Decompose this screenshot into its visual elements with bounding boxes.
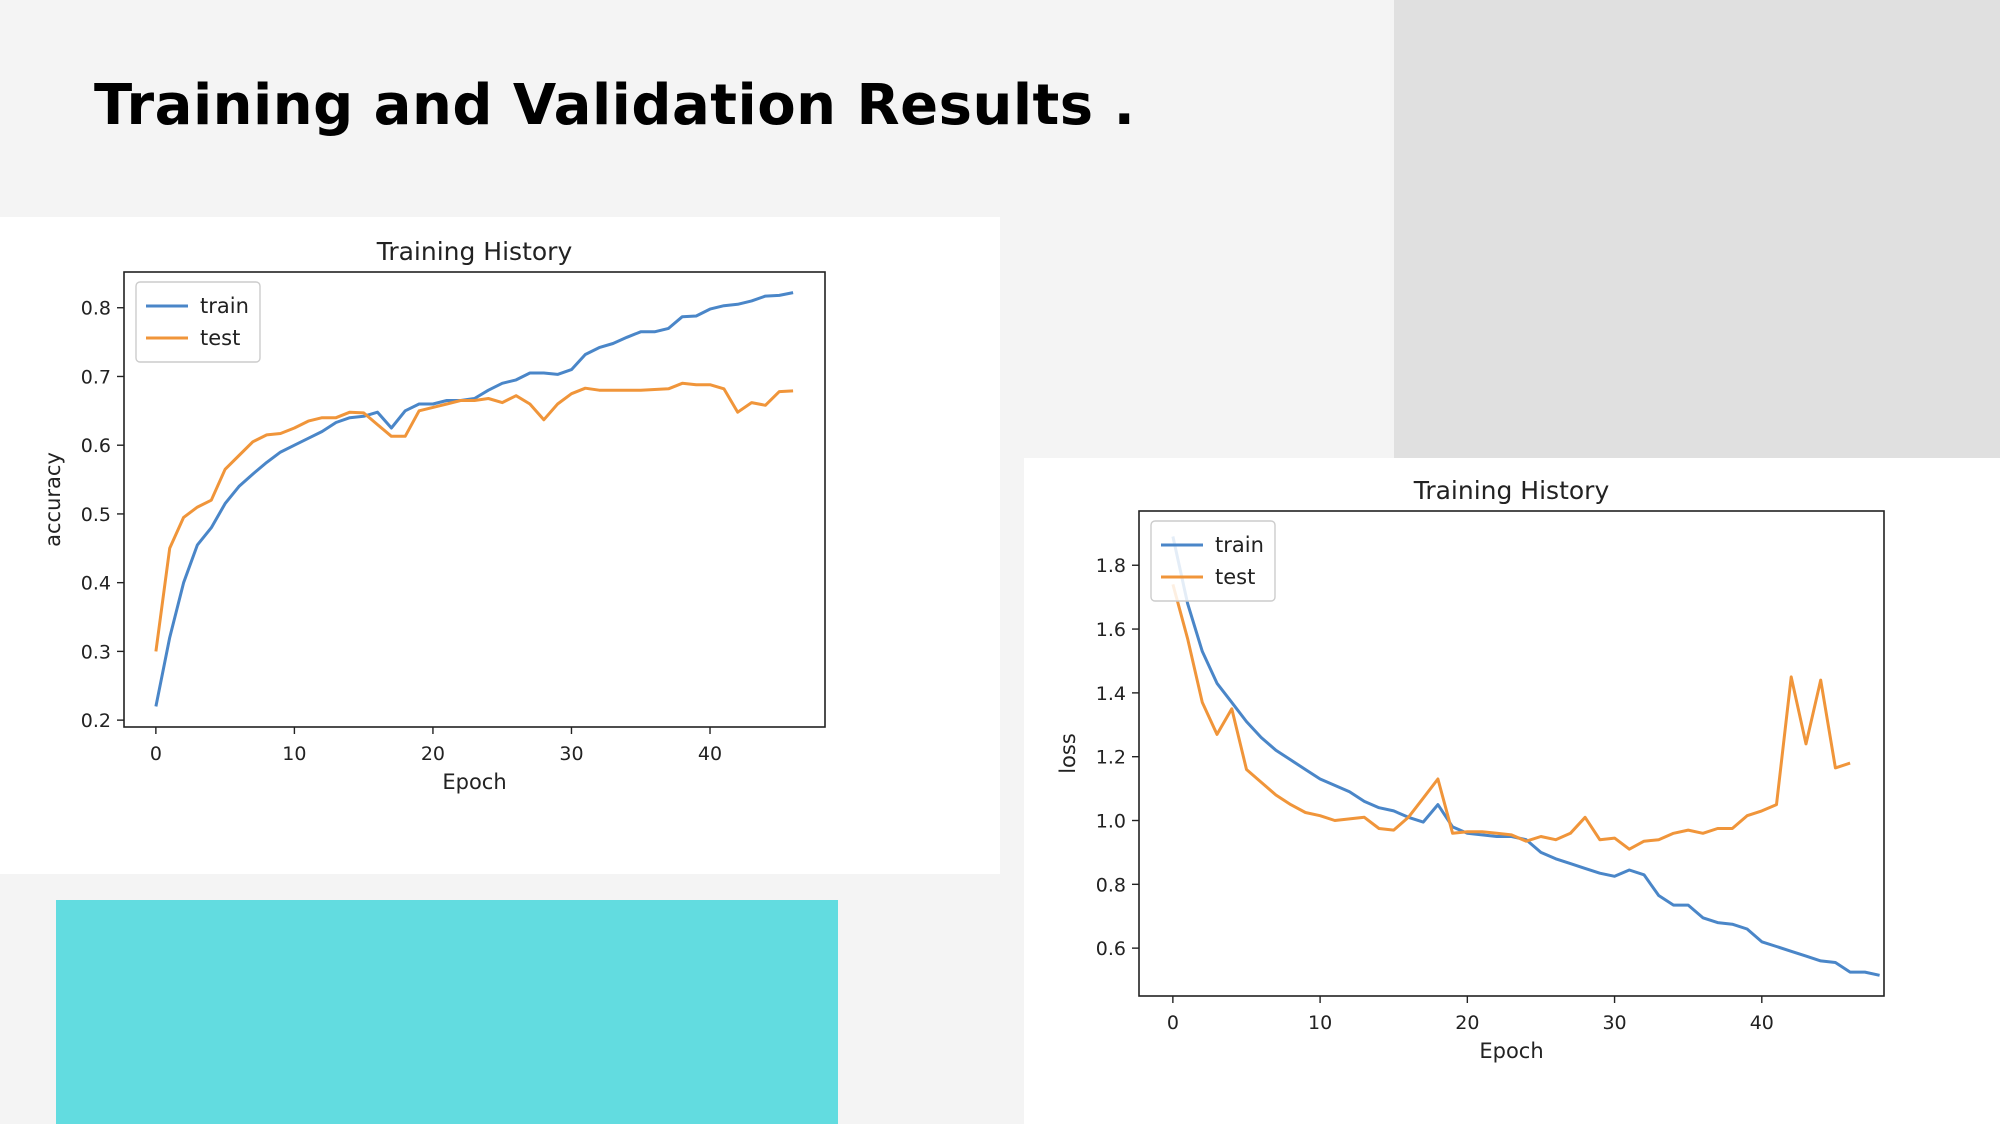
y-tick-label: 1.6	[1096, 619, 1126, 641]
x-tick-label: 40	[1750, 1012, 1774, 1034]
chart-title: Training History	[1413, 476, 1610, 505]
y-axis-label: accuracy	[41, 452, 65, 547]
x-tick-label: 30	[559, 743, 583, 765]
y-tick-label: 1.8	[1096, 555, 1126, 577]
series-line-train	[1171, 536, 1880, 977]
x-tick-label: 20	[1455, 1012, 1479, 1034]
plot-frame	[1138, 510, 1885, 997]
accuracy-chart-panel: Training History 0 10 20 30 40 0.2 0.3 0.4 0.5 0.6…	[0, 217, 1000, 874]
x-tick-label: 0	[1167, 1012, 1179, 1034]
legend-box	[1150, 520, 1276, 602]
y-tick-label: 0.8	[81, 298, 111, 320]
slide-title: Training and Validation Results .	[94, 73, 1136, 138]
y-tick-label: 0.5	[81, 504, 111, 526]
legend-label-train: train	[1215, 533, 1264, 557]
y-tick-label: 0.2	[81, 710, 111, 732]
y-axis-label: loss	[1056, 733, 1080, 774]
loss-chart: Training History 0 10 20 30 40 0.6 0.8 1.0 1.2 1.4…	[1056, 476, 1885, 1063]
chart-title: Training History	[376, 237, 573, 266]
x-tick-label: 30	[1602, 1012, 1626, 1034]
x-tick-label: 10	[282, 743, 306, 765]
y-tick-label: 0.8	[1096, 874, 1126, 896]
y-tick-label: 0.6	[1096, 938, 1126, 960]
x-tick-label: 10	[1308, 1012, 1332, 1034]
x-axis-label: Epoch	[1479, 1039, 1543, 1063]
y-tick-label: 0.7	[81, 366, 111, 388]
y-tick-label: 0.3	[81, 641, 111, 663]
accuracy-chart: Training History 0 10 20 30 40 0.2 0.3 0.4 0.5 0.6…	[41, 237, 826, 794]
loss-chart-panel: Training History 0 10 20 30 40 0.6 0.8 1.0 1.2 1.4…	[1024, 458, 2000, 1124]
y-tick-label: 1.2	[1096, 747, 1126, 769]
legend-label-train: train	[200, 294, 249, 318]
y-tick-label: 0.4	[81, 573, 111, 595]
x-tick-label: 20	[421, 743, 445, 765]
x-tick-label: 40	[698, 743, 722, 765]
series-line-test	[154, 381, 794, 652]
x-axis-label: Epoch	[442, 770, 506, 794]
y-tick-label: 1.4	[1096, 683, 1126, 705]
legend-label-test: test	[200, 326, 240, 350]
y-tick-label: 0.6	[81, 435, 111, 457]
gray-decor-block	[1394, 0, 2000, 458]
y-tick-label: 1.0	[1096, 811, 1126, 833]
x-tick-label: 0	[150, 743, 162, 765]
legend-label-test: test	[1215, 565, 1255, 589]
series-line-train	[154, 291, 794, 707]
cyan-decor-block	[56, 900, 838, 1124]
legend-box	[135, 281, 261, 363]
plot-frame	[123, 271, 826, 728]
series-line-test	[1171, 584, 1851, 851]
